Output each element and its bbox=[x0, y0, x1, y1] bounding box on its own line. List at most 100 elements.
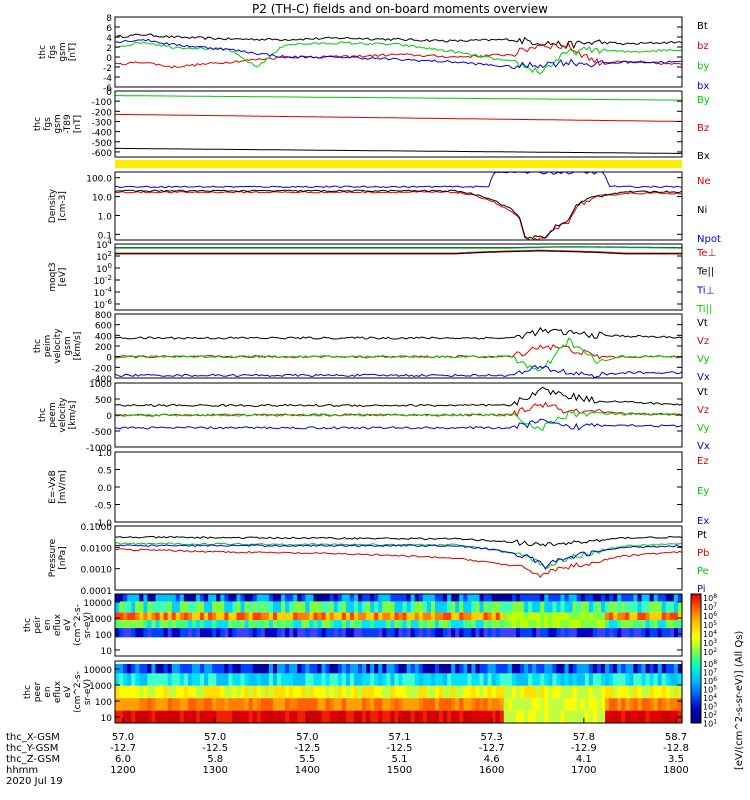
heatmap-cell bbox=[248, 685, 254, 699]
heatmap-cell bbox=[390, 698, 396, 711]
heatmap-cell bbox=[657, 620, 663, 629]
heatmap-cell bbox=[430, 685, 436, 699]
heatmap-cell bbox=[362, 612, 367, 621]
heatmap-cell bbox=[244, 710, 250, 723]
heatmap-cell bbox=[297, 698, 302, 711]
heatmap-cell bbox=[167, 594, 173, 602]
heatmap-cell bbox=[277, 661, 282, 674]
heatmap-cell bbox=[119, 698, 124, 711]
heatmap-cell bbox=[430, 698, 436, 711]
heatmap-cell bbox=[183, 594, 189, 602]
heatmap-cell bbox=[309, 698, 315, 711]
heatmap-cell bbox=[175, 685, 181, 699]
heatmap-cell bbox=[665, 685, 671, 699]
legend-density-1: Ni bbox=[697, 205, 707, 216]
heatmap-cell bbox=[289, 601, 294, 613]
panel-frame bbox=[114, 660, 683, 724]
heatmap-cell bbox=[426, 673, 432, 686]
heatmap-cell bbox=[637, 661, 643, 674]
heatmap-cell bbox=[422, 710, 428, 723]
heatmap-cell bbox=[499, 698, 505, 711]
heatmap-cell bbox=[285, 673, 290, 686]
heatmap-cell bbox=[629, 601, 634, 613]
heatmap-cell bbox=[163, 612, 169, 621]
heatmap-cell bbox=[333, 685, 339, 699]
heatmap-cell bbox=[596, 661, 602, 674]
ylabel-line: thc bbox=[33, 339, 43, 353]
heatmap-cell bbox=[609, 661, 614, 674]
heatmap-cell bbox=[673, 620, 679, 629]
legend-fgs_gsm-3: bx bbox=[697, 81, 709, 92]
heatmap-cell bbox=[268, 710, 274, 723]
heatmap-cell bbox=[548, 673, 553, 686]
heatmap-cell bbox=[544, 673, 549, 686]
legend-efield-1: Ey bbox=[697, 486, 709, 497]
heatmap-cell bbox=[434, 698, 440, 711]
heatmap-cell bbox=[414, 612, 420, 621]
heatmap-cell bbox=[370, 628, 375, 638]
heatmap-cell bbox=[127, 612, 132, 621]
heatmap-cell bbox=[139, 601, 144, 613]
heatmap-cell bbox=[183, 661, 189, 674]
ylabel-line: peer bbox=[33, 681, 43, 702]
heatmap-cell bbox=[155, 601, 161, 613]
heatmap-cell bbox=[175, 620, 181, 629]
heatmap-cell bbox=[511, 661, 517, 674]
heatmap-cell bbox=[200, 612, 205, 621]
heatmap-cell bbox=[532, 685, 537, 699]
heatmap-cell bbox=[568, 698, 574, 711]
heatmap-cell bbox=[147, 710, 153, 723]
heatmap-cell bbox=[418, 628, 424, 638]
heatmap-cell bbox=[568, 594, 574, 602]
heatmap-cell bbox=[503, 612, 509, 621]
heatmap-cell bbox=[394, 594, 400, 602]
heatmap-cell bbox=[657, 628, 663, 638]
heatmap-cell bbox=[362, 661, 367, 674]
heatmap-cell bbox=[576, 594, 582, 602]
heatmap-cell bbox=[495, 710, 501, 723]
heatmap-cell bbox=[333, 710, 339, 723]
heatmap-cell bbox=[511, 673, 517, 686]
heatmap-cell bbox=[119, 673, 124, 686]
heatmap-cell bbox=[495, 698, 501, 711]
heatmap-cell bbox=[584, 673, 590, 686]
heatmap-cell bbox=[272, 661, 278, 674]
heatmap-cell bbox=[386, 601, 391, 613]
heatmap-cell bbox=[394, 710, 400, 723]
heatmap-cell bbox=[495, 685, 501, 699]
heatmap-cell bbox=[572, 710, 578, 723]
heatmap-cell bbox=[353, 620, 359, 629]
heatmap-cell bbox=[333, 673, 339, 686]
heatmap-cell bbox=[451, 685, 456, 699]
legend-density-2: Npot bbox=[697, 234, 721, 245]
heatmap-cell bbox=[313, 710, 319, 723]
heatmap-cell bbox=[228, 594, 234, 602]
heatmap-cell bbox=[665, 601, 671, 613]
heatmap-cell bbox=[459, 628, 464, 638]
heatmap-cell bbox=[515, 673, 521, 686]
heatmap-cell bbox=[378, 710, 383, 723]
heatmap-cell bbox=[459, 661, 464, 674]
heatmap-cell bbox=[232, 661, 238, 674]
heatmap-cell bbox=[418, 698, 424, 711]
heatmap-cell bbox=[139, 628, 144, 638]
heatmap-cell bbox=[337, 620, 343, 629]
heatmap-cell bbox=[374, 685, 379, 699]
panel-frame bbox=[114, 451, 683, 523]
heatmap-cell bbox=[123, 673, 128, 686]
heatmap-cell bbox=[463, 661, 468, 674]
heatmap-cell bbox=[200, 628, 205, 638]
heatmap-cell bbox=[220, 685, 225, 699]
heatmap-cell bbox=[560, 661, 566, 674]
heatmap-cell bbox=[621, 673, 626, 686]
heatmap-cell bbox=[609, 698, 614, 711]
heatmap-cell bbox=[524, 601, 529, 613]
heatmap-cell bbox=[175, 710, 181, 723]
heatmap-cell bbox=[131, 620, 136, 629]
heatmap-cell bbox=[171, 673, 177, 686]
heatmap-cell bbox=[191, 628, 197, 638]
heatmap-cell bbox=[358, 710, 363, 723]
heatmap-cell bbox=[584, 601, 590, 613]
heatmap-cell bbox=[463, 628, 468, 638]
heatmap-cell bbox=[677, 628, 683, 638]
